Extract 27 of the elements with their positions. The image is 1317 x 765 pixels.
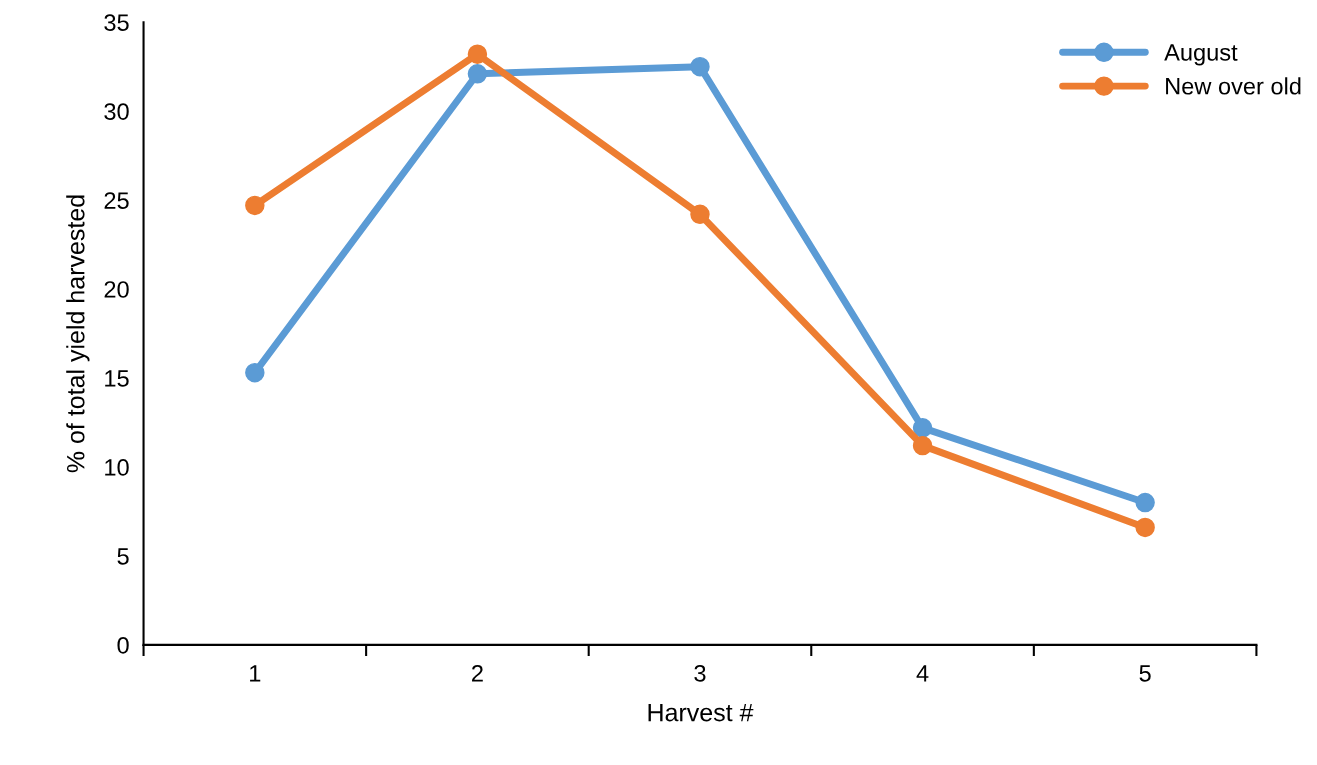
point (1135, 492, 1155, 513)
point (467, 64, 488, 84)
y-tick-label: 5 (117, 548, 129, 565)
point (912, 435, 933, 456)
x-tick-label: 4 (916, 665, 929, 682)
point (245, 195, 265, 216)
y-tick-label: 35 (104, 14, 129, 31)
point (690, 204, 710, 225)
y-tick-label: 20 (104, 281, 129, 298)
x-axis-title: Harvest # (648, 703, 754, 722)
x-tick-label: 1 (250, 665, 261, 682)
x-tick-label: 2 (472, 664, 483, 682)
y-tick-label: 25 (104, 192, 129, 209)
point (245, 362, 265, 383)
legend-label: August (1164, 44, 1238, 66)
y-tick-label: 30 (104, 103, 129, 120)
point (690, 56, 710, 77)
y-tick-label: 15 (105, 370, 129, 387)
x-tick-label: 5 (1139, 665, 1151, 682)
point (467, 44, 488, 64)
y-axis-title: % of total yield harvested (66, 195, 90, 473)
y-tick-label: 0 (117, 636, 129, 654)
y-tick-label: 10 (105, 459, 129, 476)
legend-label: New over old (1166, 77, 1301, 95)
point (912, 418, 933, 438)
point (1135, 517, 1155, 538)
x-tick-label: 3 (694, 664, 706, 682)
